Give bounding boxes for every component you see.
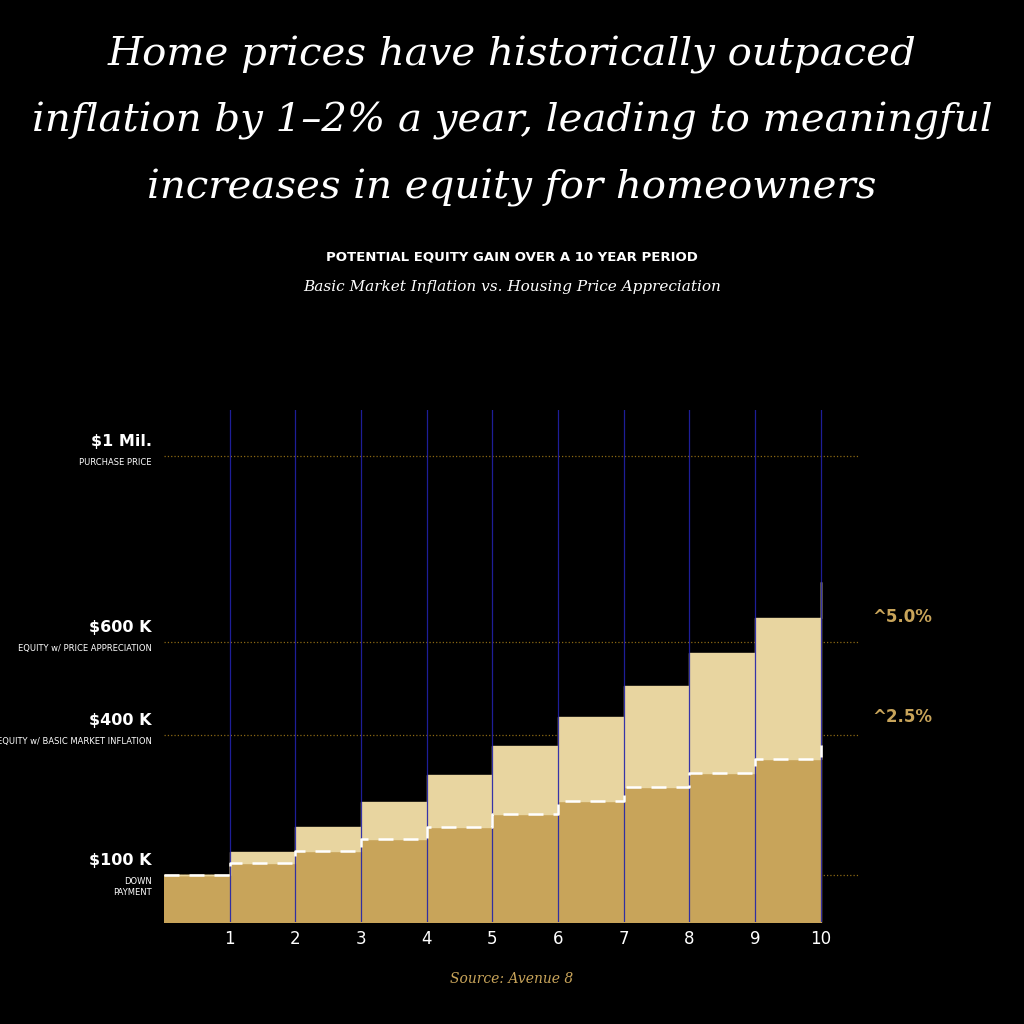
Text: $100 K: $100 K	[89, 853, 152, 868]
Text: POTENTIAL EQUITY GAIN OVER A 10 YEAR PERIOD: POTENTIAL EQUITY GAIN OVER A 10 YEAR PER…	[326, 251, 698, 264]
Text: ^5.0%: ^5.0%	[872, 607, 932, 626]
Text: ^2.5%: ^2.5%	[872, 708, 933, 726]
Text: increases in equity for homeowners: increases in equity for homeowners	[147, 169, 877, 207]
Text: PURCHASE PRICE: PURCHASE PRICE	[79, 458, 152, 467]
Text: Source: Avenue 8: Source: Avenue 8	[451, 972, 573, 986]
Text: inflation by 1–2% a year, leading to meaningful: inflation by 1–2% a year, leading to mea…	[32, 102, 992, 140]
Text: DOWN
PAYMENT: DOWN PAYMENT	[113, 878, 152, 896]
Text: $400 K: $400 K	[89, 714, 152, 728]
Text: EQUITY w/ PRICE APPRECIATION: EQUITY w/ PRICE APPRECIATION	[17, 644, 152, 653]
Text: Basic Market Inflation vs. Housing Price Appreciation: Basic Market Inflation vs. Housing Price…	[303, 280, 721, 294]
Text: $1 Mil.: $1 Mil.	[90, 434, 152, 449]
Text: EQUITY w/ BASIC MARKET INFLATION: EQUITY w/ BASIC MARKET INFLATION	[0, 737, 152, 746]
Text: $600 K: $600 K	[89, 621, 152, 635]
Text: Home prices have historically outpaced: Home prices have historically outpaced	[108, 36, 916, 74]
